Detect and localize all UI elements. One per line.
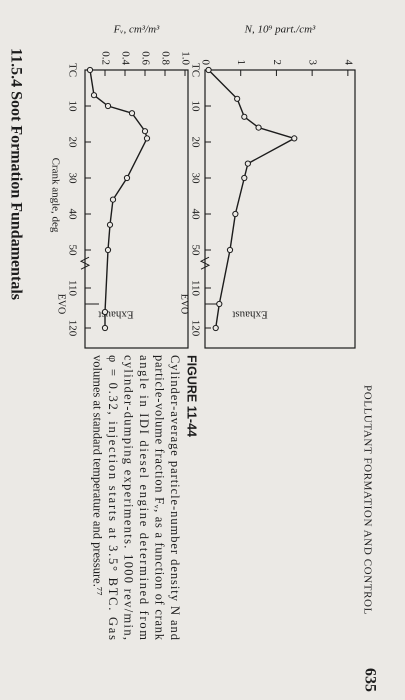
x-tick-label: 40 bbox=[66, 209, 78, 221]
x-tick-label: 120 bbox=[189, 320, 201, 337]
data-point bbox=[291, 135, 298, 142]
caption-line: Cylinder-average particle-number density… bbox=[168, 355, 182, 641]
y-tick-label: 0.8 bbox=[159, 51, 171, 65]
caption-line: angle in IDI diesel engine determined fr… bbox=[137, 355, 151, 640]
x-tick-label: 20 bbox=[66, 137, 78, 149]
x-tick-label: 30 bbox=[66, 173, 78, 185]
series-line bbox=[89, 69, 148, 328]
data-point bbox=[241, 174, 248, 182]
data-point bbox=[205, 66, 212, 74]
x-tick-label: 10 bbox=[66, 101, 78, 113]
annotation: EVO bbox=[56, 294, 67, 315]
data-point bbox=[143, 135, 151, 142]
data-point bbox=[212, 324, 219, 332]
caption-line: cylinder-dumping experiments. 1000 rev/m… bbox=[122, 355, 136, 640]
data-point bbox=[241, 113, 248, 120]
x-axis-title: Crank angle, deg bbox=[49, 158, 61, 233]
data-point bbox=[104, 102, 112, 110]
plot-frame bbox=[204, 69, 356, 349]
data-point bbox=[106, 221, 114, 228]
y-tick-label: 3 bbox=[307, 60, 319, 66]
plot-frame bbox=[84, 69, 189, 349]
caption-line: φ = 0.32, injection starts at 3.5° BTC. … bbox=[106, 355, 120, 640]
data-point bbox=[232, 210, 239, 218]
data-point bbox=[101, 308, 109, 316]
data-point bbox=[90, 92, 98, 99]
y-tick-label: 2 bbox=[271, 60, 283, 66]
data-point bbox=[109, 196, 117, 203]
data-point bbox=[123, 174, 131, 182]
page-number: 635 bbox=[361, 668, 378, 692]
x-tick-label: 40 bbox=[189, 209, 201, 221]
x-tick-label: 30 bbox=[189, 173, 201, 185]
data-point bbox=[226, 246, 234, 254]
section-title: 11.5.4 Soot Formation Fundamentals bbox=[7, 48, 24, 300]
data-point bbox=[234, 95, 241, 102]
x-tick-label: 110 bbox=[66, 280, 78, 297]
x-tick-label: TC bbox=[189, 63, 201, 77]
data-point bbox=[128, 110, 136, 117]
annotation: Exhaust bbox=[232, 308, 267, 320]
x-tick-label: 110 bbox=[189, 280, 201, 297]
x-tick-label: 120 bbox=[66, 320, 78, 337]
x-tick-label: TC bbox=[66, 63, 78, 77]
data-point bbox=[141, 128, 149, 135]
data-point bbox=[86, 66, 94, 74]
x-tick-label: 20 bbox=[189, 137, 201, 149]
data-point bbox=[101, 324, 109, 332]
figure-label: FIGURE 11-44 bbox=[185, 355, 199, 437]
y-tick-label: 1.0 bbox=[179, 51, 191, 65]
data-point bbox=[216, 300, 223, 308]
caption-line: particle-volume fraction Fᵥ, as a functi… bbox=[153, 355, 167, 641]
x-tick-label: 50 bbox=[189, 245, 201, 257]
running-header: POLLUTANT FORMATION AND CONTROL bbox=[361, 385, 373, 615]
data-point bbox=[255, 124, 262, 131]
y-tick-label: 0 bbox=[199, 60, 211, 66]
axis-break bbox=[199, 256, 211, 270]
annotation: EVO bbox=[179, 294, 190, 315]
axis-break bbox=[79, 256, 91, 270]
data-point bbox=[104, 246, 112, 254]
y-tick-label: 1 bbox=[235, 60, 247, 66]
y-axis-title: N, 10⁹ part./cm³ bbox=[244, 24, 316, 36]
x-tick-label: 50 bbox=[66, 245, 78, 257]
y-tick-label: 0.2 bbox=[99, 51, 111, 65]
x-tick-label: 10 bbox=[189, 101, 201, 113]
data-point bbox=[244, 160, 251, 167]
y-tick-label: 0.4 bbox=[119, 51, 131, 65]
series-line bbox=[208, 69, 297, 329]
y-tick-label: 0.6 bbox=[139, 51, 151, 65]
y-tick-label: 4 bbox=[342, 60, 354, 66]
caption-line: volumes at standard temperature and pres… bbox=[91, 355, 105, 596]
y-axis-title: Fᵥ, cm³/m³ bbox=[113, 24, 160, 36]
